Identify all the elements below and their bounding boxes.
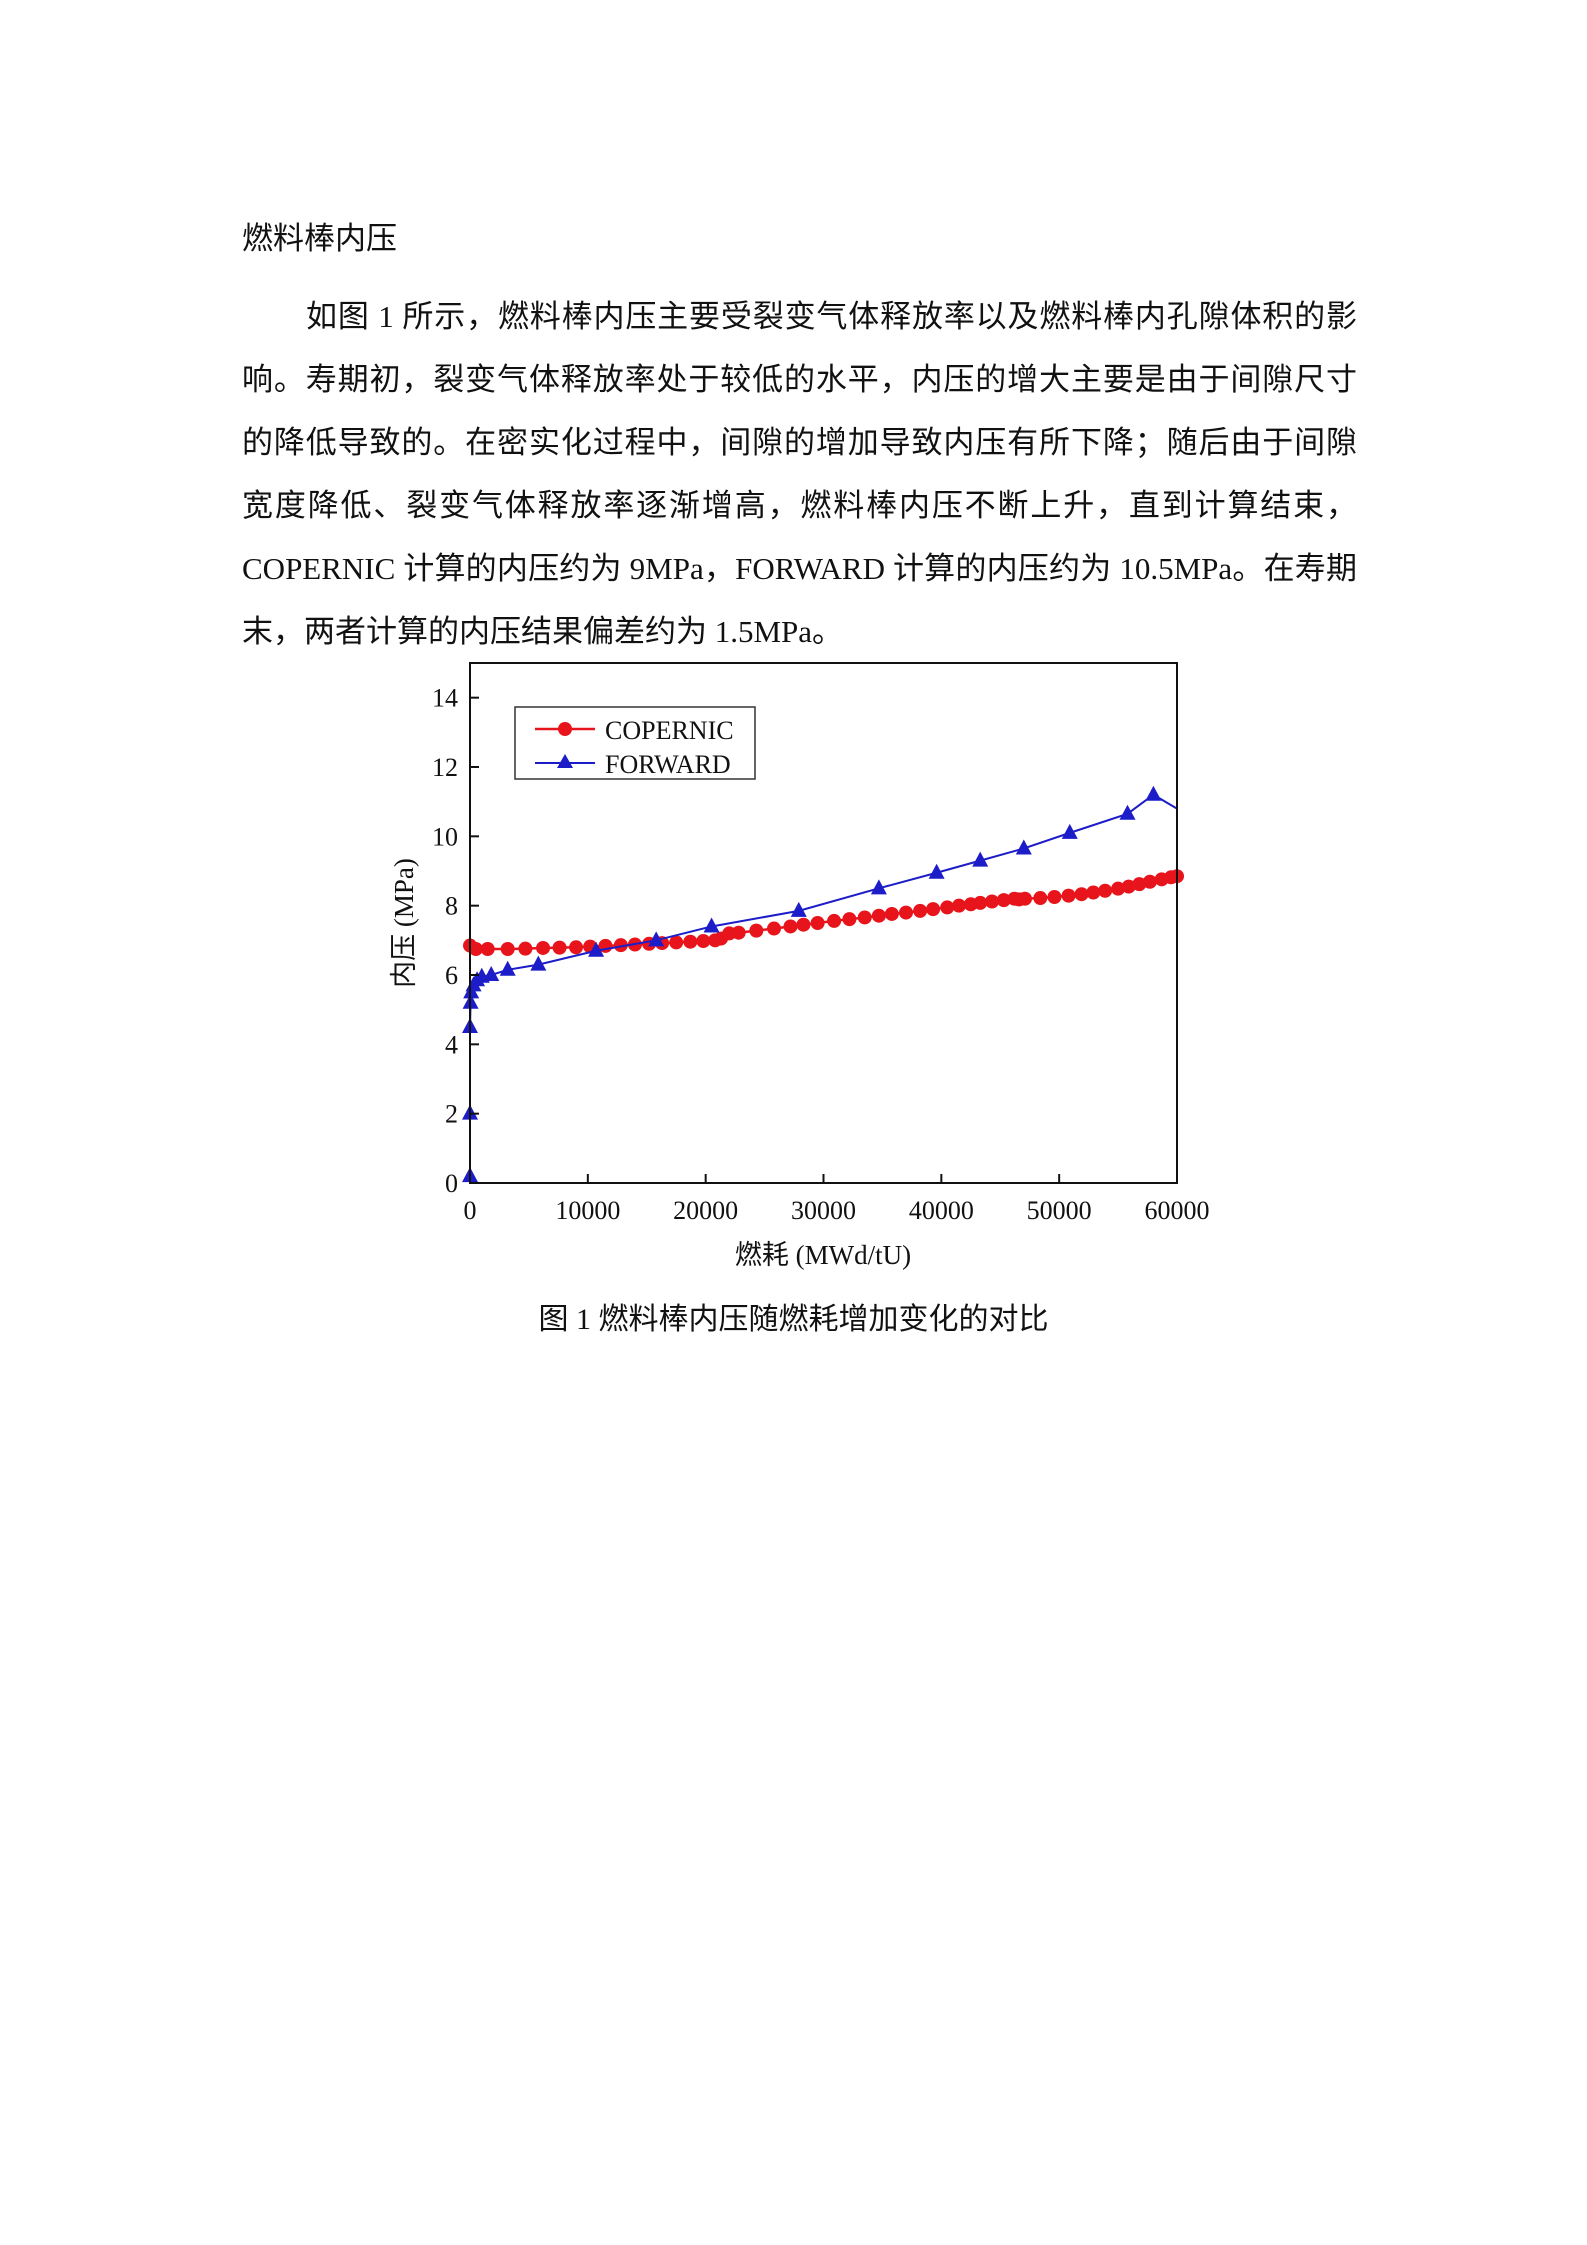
copernic-data-point xyxy=(480,942,495,956)
copernic-series-line xyxy=(469,874,1178,951)
copernic-data-point xyxy=(683,934,698,949)
copernic-data-point xyxy=(827,913,842,928)
copernic-data-point xyxy=(569,940,584,955)
copernic-data-point xyxy=(973,895,988,910)
legend-forward-label: FORWARD xyxy=(605,750,731,779)
forward-data-point xyxy=(648,931,665,947)
forward-series-line xyxy=(469,793,1178,1177)
copernic-data-point xyxy=(810,916,825,930)
copernic-data-point xyxy=(518,941,533,956)
copernic-data-point xyxy=(871,908,886,923)
legend-forward-marker xyxy=(557,754,573,768)
y-tick-label: 14 xyxy=(432,684,458,713)
y-tick-label: 4 xyxy=(445,1030,458,1059)
copernic-data-point xyxy=(1142,874,1157,889)
section-title: 燃料棒内压 xyxy=(242,221,397,256)
forward-data-point xyxy=(703,917,720,933)
copernic-data-point xyxy=(952,898,967,913)
copernic-data-point xyxy=(696,934,711,949)
body-paragraph: 如图 1 所示，燃料棒内压主要受裂变气体释放率以及燃料棒内孔隙体积的影响。寿期初… xyxy=(242,299,1357,649)
pressure-vs-burnup-chart: 0 10000 20000 30000 40000 50000 60000 0 2 4 6 8 10 12… xyxy=(389,662,1210,1270)
copernic-data-point xyxy=(996,893,1011,908)
copernic-data-point xyxy=(500,942,515,956)
x-tick-label: 60000 xyxy=(1145,1196,1210,1225)
copernic-data-point xyxy=(767,921,782,936)
forward-data-point xyxy=(790,901,807,917)
forward-data-point xyxy=(483,966,500,981)
copernic-data-point xyxy=(1017,891,1032,906)
legend: COPERNIC FORWARD xyxy=(514,706,756,780)
forward-data-point xyxy=(972,851,989,867)
copernic-data-point xyxy=(669,935,684,950)
x-tick-label: 20000 xyxy=(673,1196,738,1225)
forward-data-point xyxy=(1119,804,1136,820)
legend-box xyxy=(514,706,756,780)
forward-data-point xyxy=(1061,823,1078,839)
legend-copernic-marker xyxy=(558,722,572,736)
y-tick-label: 8 xyxy=(445,892,458,921)
copernic-data-point xyxy=(1047,890,1062,904)
x-axis-label: 燃耗 (MWd/tU) xyxy=(735,1240,911,1270)
legend-copernic-label: COPERNIC xyxy=(605,716,734,745)
y-tick-label: 0 xyxy=(445,1169,458,1198)
copernic-data-point xyxy=(1086,885,1101,900)
copernic-data-point xyxy=(468,942,483,956)
y-tick-label: 6 xyxy=(445,961,458,990)
x-tick-label: 40000 xyxy=(909,1196,974,1225)
figure-caption: 图 1 燃料棒内压随燃耗增加变化的对比 xyxy=(538,1303,1049,1336)
copernic-data-point xyxy=(1061,888,1076,903)
copernic-data-point xyxy=(536,940,551,955)
copernic-data-point xyxy=(1033,891,1048,906)
copernic-data-point xyxy=(884,906,899,921)
copernic-data-point xyxy=(613,938,628,953)
copernic-data-point xyxy=(731,925,746,940)
x-tick-label: 10000 xyxy=(555,1196,620,1225)
y-tick-label: 10 xyxy=(432,822,458,851)
forward-data-point xyxy=(870,879,887,895)
x-tick-label: 30000 xyxy=(791,1196,856,1225)
forward-data-point xyxy=(928,863,945,879)
forward-data-point xyxy=(530,955,547,971)
copernic-data-point xyxy=(1074,887,1089,902)
forward-data-point xyxy=(1015,839,1032,855)
copernic-data-point xyxy=(796,917,811,932)
copernic-data-point xyxy=(552,940,567,955)
copernic-data-point xyxy=(913,903,928,918)
copernic-data-point xyxy=(1111,881,1126,896)
y-tick-label: 2 xyxy=(445,1100,458,1129)
x-tick-label: 50000 xyxy=(1027,1196,1092,1225)
forward-data-point xyxy=(588,941,605,957)
copernic-data-point xyxy=(749,923,764,938)
x-tick-label: 0 xyxy=(464,1196,477,1225)
copernic-data-point xyxy=(1098,883,1113,898)
copernic-data-point xyxy=(857,910,872,925)
forward-data-point xyxy=(1145,785,1162,801)
copernic-data-point xyxy=(985,894,1000,909)
copernic-data-point xyxy=(1132,877,1147,892)
y-axis-label: 内压 (MPa) xyxy=(389,858,419,988)
copernic-data-point xyxy=(940,900,955,915)
copernic-data-point xyxy=(898,905,913,920)
copernic-data-point xyxy=(1121,879,1136,894)
copernic-data-point xyxy=(783,919,798,934)
forward-data-point xyxy=(499,960,516,976)
copernic-data-point xyxy=(842,912,857,927)
copernic-data-point xyxy=(926,902,941,917)
y-tick-label: 12 xyxy=(432,753,458,782)
